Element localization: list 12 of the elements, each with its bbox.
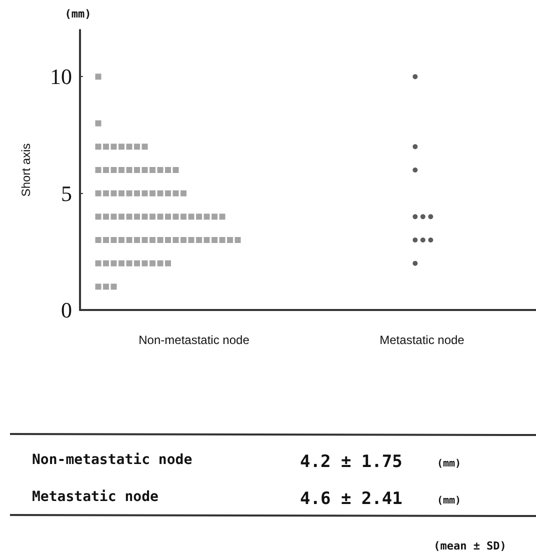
text: (mm) [437,458,462,470]
y-tick-label: 0 [61,298,72,322]
text: (mean ± SD) [434,540,506,552]
text: 4.2 ± 1.75 [300,452,402,472]
y-tick-label: 10 [50,64,72,90]
text: Non-metastatic node [32,452,192,468]
y-axis-title: Short axis [19,143,33,197]
text: Metastatic node [32,489,158,505]
text: (mm) [437,496,462,506]
text: (mm) [64,8,92,20]
y-tick-label: 5 [61,180,72,206]
text: 4.6 ± 2.41 [300,489,402,509]
